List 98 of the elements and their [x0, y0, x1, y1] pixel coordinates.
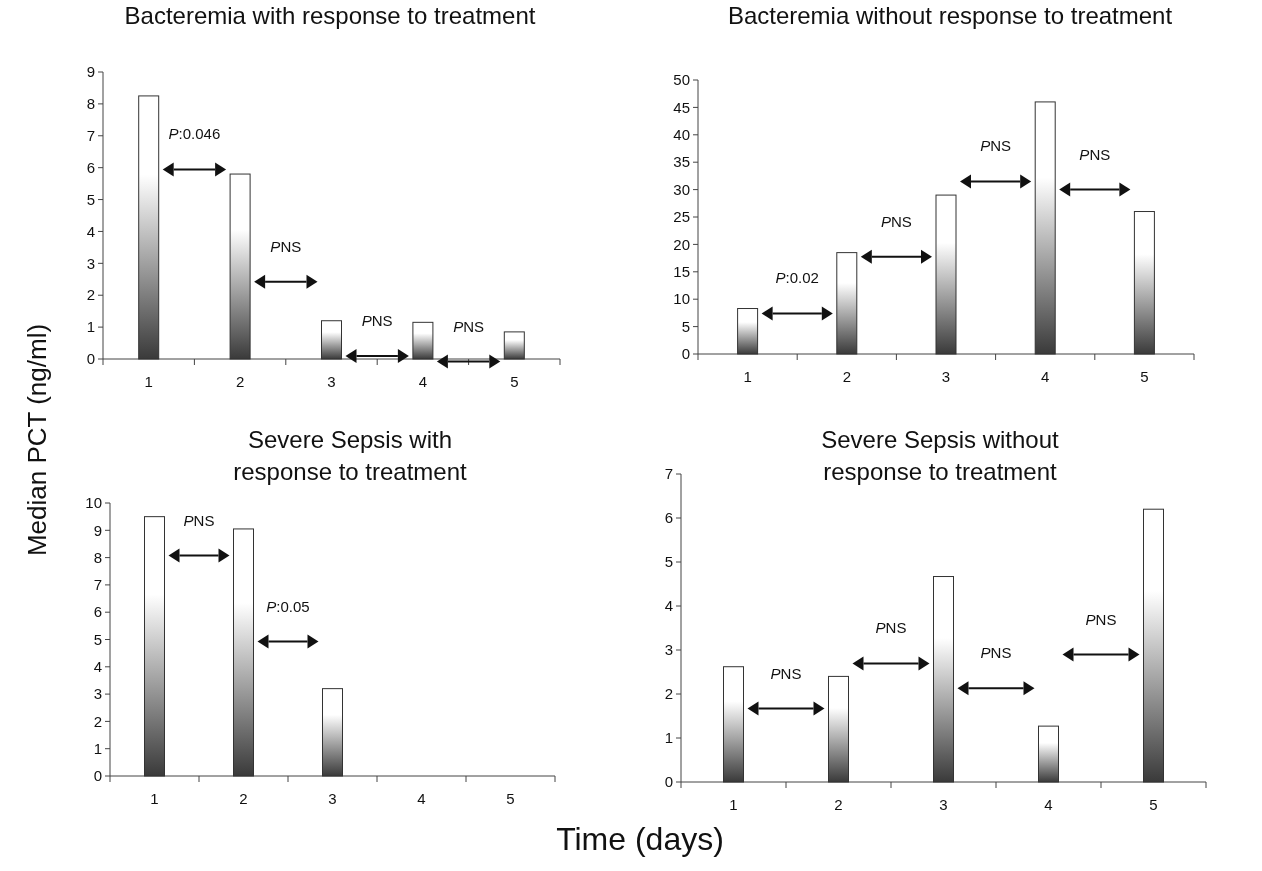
y-tick-label: 5 — [93, 630, 102, 648]
y-axis-title: Median PCT (ng/ml) — [22, 323, 52, 557]
x-tick-label: 3 — [939, 796, 948, 813]
x-tick-label: 4 — [1044, 796, 1053, 813]
bar — [144, 516, 165, 777]
y-tick-label: 1 — [86, 318, 95, 336]
y-tick-label: 8 — [93, 548, 102, 566]
y-tick-label: 5 — [681, 317, 690, 335]
bar — [933, 576, 954, 783]
y-tick-label: 5 — [86, 190, 95, 208]
chart-title: Bacteremia with response to treatment — [124, 2, 536, 29]
chart-title: Severe Sepsis with response to treatment — [233, 426, 468, 485]
annotation: PNS — [980, 137, 1012, 155]
x-tick-label: 2 — [235, 373, 245, 390]
bar — [233, 528, 254, 777]
bar — [935, 194, 957, 355]
annotation: P:0.05 — [266, 597, 310, 615]
y-tick-label: 0 — [681, 345, 690, 363]
y-tick-label: 0 — [93, 767, 102, 785]
annotation: PNS — [1079, 145, 1111, 163]
y-tick-label: 9 — [93, 521, 102, 539]
bar — [1143, 508, 1164, 783]
bar — [322, 688, 343, 777]
bar — [828, 675, 849, 783]
bar — [836, 252, 858, 355]
bar — [723, 666, 744, 783]
annotation: PNS — [453, 317, 485, 335]
bar — [229, 173, 251, 360]
y-tick-label: 2 — [86, 286, 95, 304]
bar — [1038, 725, 1059, 783]
y-tick-label: 3 — [93, 685, 102, 703]
y-tick-label: 7 — [93, 576, 102, 594]
bar — [1133, 211, 1155, 355]
x-tick-label: 3 — [328, 790, 337, 807]
x-tick-label: 5 — [506, 790, 515, 807]
y-tick-label: 1 — [93, 739, 102, 757]
y-tick-label: 8 — [86, 95, 95, 113]
y-tick-label: 3 — [86, 254, 95, 272]
x-tick-label: 4 — [1041, 368, 1050, 385]
x-tick-label: 4 — [418, 373, 428, 390]
chart-title: Severe Sepsis without response to treatment — [821, 426, 1060, 485]
bar — [1034, 101, 1056, 355]
y-tick-label: 4 — [86, 222, 95, 240]
annotation: PNS — [270, 237, 302, 255]
y-tick-label: 2 — [664, 685, 673, 703]
x-tick-label: 3 — [327, 373, 336, 390]
x-tick-label: 5 — [1140, 368, 1149, 385]
bar — [503, 331, 525, 360]
x-axis-title: Time (days) — [556, 821, 724, 857]
y-tick-label: 4 — [93, 658, 102, 676]
x-tick-label: 1 — [729, 796, 738, 813]
bar — [321, 320, 342, 360]
y-tick-label: 7 — [664, 465, 673, 483]
y-tick-label: 25 — [673, 208, 690, 226]
y-tick-label: 4 — [664, 597, 673, 615]
y-tick-label: 10 — [85, 494, 102, 512]
annotation: PNS — [183, 511, 215, 529]
y-tick-label: 40 — [673, 126, 690, 144]
chart-title: Bacteremia without response to treatment — [727, 2, 1173, 29]
annotation: P:0.046 — [168, 125, 221, 143]
x-tick-label: 2 — [842, 368, 851, 385]
y-tick-label: 0 — [86, 350, 95, 368]
annotation: PNS — [361, 311, 393, 329]
y-tick-label: 3 — [664, 641, 673, 659]
y-tick-label: 7 — [86, 127, 95, 145]
annotation: P:0.02 — [775, 269, 819, 287]
y-tick-label: 45 — [673, 98, 690, 116]
y-tick-label: 6 — [93, 603, 102, 621]
y-tick-label: 50 — [673, 71, 690, 89]
y-tick-label: 5 — [664, 553, 673, 571]
x-tick-label: 5 — [1149, 796, 1158, 813]
bar — [138, 95, 160, 360]
y-tick-label: 15 — [673, 263, 690, 281]
annotation: PNS — [980, 644, 1012, 662]
y-tick-label: 6 — [86, 158, 95, 176]
y-tick-label: 0 — [664, 773, 673, 791]
y-tick-label: 1 — [664, 729, 673, 747]
x-tick-label: 1 — [144, 373, 153, 390]
y-tick-label: 20 — [673, 235, 690, 253]
x-tick-label: 2 — [834, 796, 843, 813]
y-tick-label: 6 — [664, 509, 673, 527]
x-tick-label: 1 — [743, 368, 752, 385]
x-tick-label: 1 — [150, 790, 159, 807]
annotation: PNS — [875, 619, 907, 637]
x-tick-label: 2 — [239, 790, 248, 807]
y-tick-label: 10 — [673, 290, 690, 308]
y-tick-label: 9 — [86, 63, 95, 81]
x-tick-label: 3 — [941, 368, 951, 385]
y-tick-label: 35 — [673, 153, 690, 171]
annotation: PNS — [880, 212, 912, 230]
y-tick-label: 30 — [673, 180, 690, 198]
annotation: PNS — [770, 664, 802, 682]
y-tick-label: 2 — [93, 712, 102, 730]
bar — [412, 321, 434, 360]
x-tick-label: 4 — [417, 790, 426, 807]
annotation: PNS — [1085, 610, 1117, 628]
bar — [737, 308, 759, 355]
x-tick-label: 5 — [510, 373, 519, 390]
